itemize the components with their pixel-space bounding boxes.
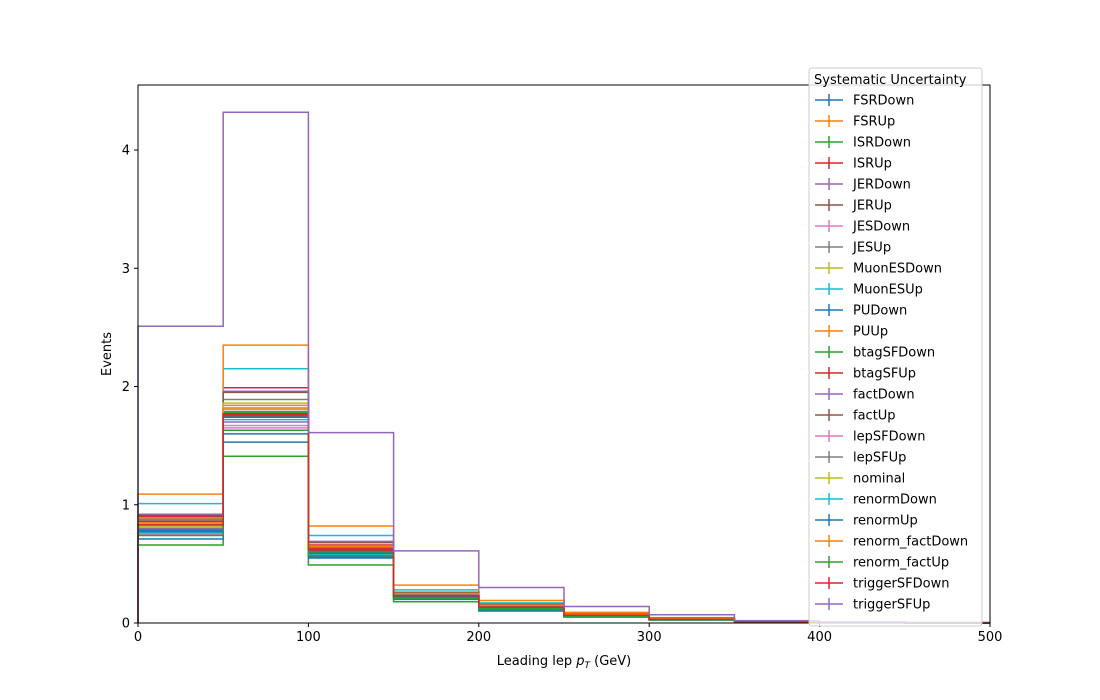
- legend-item-lepSFUp: lepSFUp: [815, 451, 906, 466]
- legend-label: JESUp: [852, 241, 891, 256]
- legend-item-FSRDown: FSRDown: [815, 94, 914, 109]
- x-tick-label: 100: [296, 630, 321, 645]
- legend-label: nominal: [853, 472, 905, 487]
- y-axis-ticks: 0 1 2 3 4: [122, 144, 138, 632]
- legend-box: [808, 67, 983, 627]
- legend-label: btagSFDown: [853, 346, 935, 361]
- legend-item-JERDown: JERDown: [815, 178, 911, 193]
- legend-item-btagSFUp: btagSFUp: [815, 367, 916, 382]
- legend-label: factDown: [853, 388, 915, 403]
- legend-label: renormUp: [853, 514, 918, 529]
- legend-label: triggerSFDown: [853, 577, 949, 592]
- legend-item-factUp: factUp: [815, 409, 896, 424]
- y-tick-label: 1: [122, 498, 130, 513]
- legend-item-PUDown: PUDown: [815, 304, 907, 319]
- legend-item-PUUp: PUUp: [815, 325, 888, 340]
- legend-item-triggerSFDown: triggerSFDown: [815, 577, 949, 592]
- legend-items: FSRDown FSRUp ISRDown ISRUp JERDown JERUp JESD…: [815, 94, 968, 613]
- legend-label: PUUp: [853, 325, 888, 340]
- legend-item-renorm_factDown: renorm_factDown: [815, 535, 968, 550]
- x-tick-label: 200: [466, 630, 491, 645]
- plot-frame: [137, 84, 991, 624]
- legend-item-renormUp: renormUp: [815, 514, 918, 529]
- legend-item-renorm_factUp: renorm_factUp: [815, 556, 949, 571]
- x-axis-label-unit: (GeV): [594, 654, 631, 669]
- y-tick-label: 0: [122, 617, 130, 632]
- legend-item-JERUp: JERUp: [815, 199, 892, 214]
- legend-item-ISRDown: ISRDown: [815, 136, 911, 151]
- legend-label: FSRUp: [853, 115, 895, 130]
- legend-label: renorm_factUp: [853, 556, 949, 571]
- legend-label: btagSFUp: [853, 367, 916, 382]
- legend-item-ISRUp: ISRUp: [815, 157, 892, 172]
- legend-item-renormDown: renormDown: [815, 493, 937, 508]
- x-tick-label: 300: [637, 630, 662, 645]
- legend-label: lepSFDown: [853, 430, 925, 445]
- legend-label: factUp: [853, 409, 896, 424]
- legend-item-JESUp: JESUp: [815, 241, 891, 256]
- x-axis-label: Leading lep pT (GeV): [497, 654, 631, 671]
- y-tick-label: 4: [122, 144, 130, 159]
- y-tick-label: 2: [122, 380, 130, 395]
- legend-label: renormDown: [853, 493, 937, 508]
- legend-item-FSRUp: FSRUp: [815, 115, 895, 130]
- legend-item-triggerSFUp: triggerSFUp: [815, 598, 930, 613]
- legend-label: ISRUp: [853, 157, 892, 172]
- legend-label: JERDown: [852, 178, 911, 193]
- legend-item-lepSFDown: lepSFDown: [815, 430, 925, 445]
- x-tick-label: 0: [134, 630, 142, 645]
- x-axis-label-text: Leading lep: [497, 654, 572, 669]
- legend-item-nominal: nominal: [815, 472, 905, 487]
- legend-label: PUDown: [853, 304, 907, 319]
- legend-label: lepSFUp: [853, 451, 906, 466]
- legend-label: JESDown: [852, 220, 910, 235]
- legend-label: FSRDown: [853, 94, 914, 109]
- legend-label: MuonESUp: [853, 283, 923, 298]
- legend-label: ISRDown: [853, 136, 911, 151]
- legend-item-factDown: factDown: [815, 388, 915, 403]
- legend-item-MuonESUp: MuonESUp: [815, 283, 923, 298]
- y-tick-label: 3: [122, 262, 130, 277]
- legend-label: MuonESDown: [853, 262, 942, 277]
- legend-label: JERUp: [852, 199, 892, 214]
- x-axis-label-math: p: [575, 654, 584, 669]
- legend: Systematic Uncertainty FSRDown FSRUp ISRDo…: [808, 67, 983, 627]
- legend-item-MuonESDown: MuonESDown: [815, 262, 942, 277]
- legend-item-btagSFDown: btagSFDown: [815, 346, 935, 361]
- legend-label: triggerSFUp: [853, 598, 930, 613]
- x-axis-ticks: 0 100 200 300 400 500: [134, 623, 1003, 645]
- x-tick-label: 500: [978, 630, 1003, 645]
- x-axis-label-sub: T: [584, 661, 591, 671]
- x-tick-label: 400: [807, 630, 832, 645]
- legend-title: Systematic Uncertainty: [814, 73, 967, 88]
- legend-label: renorm_factDown: [853, 535, 968, 550]
- legend-item-JESDown: JESDown: [815, 220, 910, 235]
- y-axis-label: Events: [100, 332, 115, 376]
